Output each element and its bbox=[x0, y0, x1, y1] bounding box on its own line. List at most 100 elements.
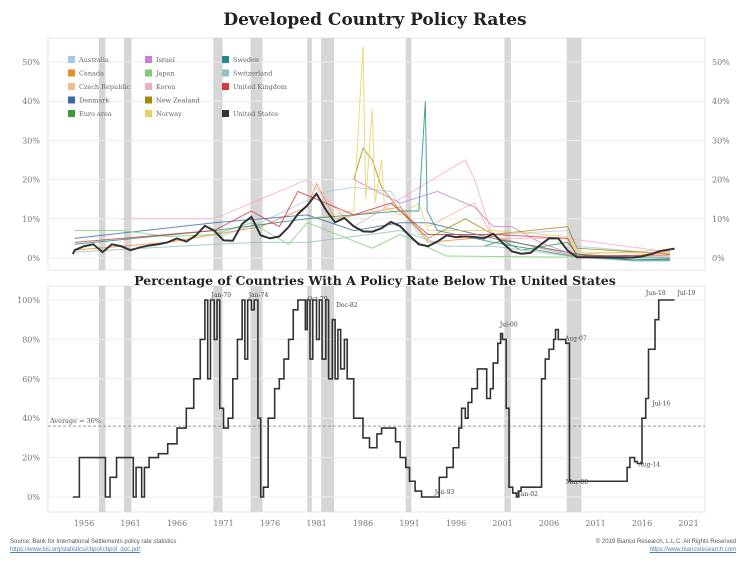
top-y-tick-left: 50% bbox=[22, 58, 40, 67]
annotation-label: Jan-93 bbox=[434, 489, 455, 496]
average-label: Average = 36% bbox=[49, 417, 101, 425]
top-y-tick-left: 0% bbox=[27, 254, 40, 263]
legend-swatch bbox=[222, 69, 229, 77]
legend-swatch bbox=[145, 56, 152, 63]
legend-swatch bbox=[145, 96, 152, 104]
annotation-label: Jan-70 bbox=[211, 292, 232, 299]
legend-swatch bbox=[68, 69, 75, 77]
percent-below-us-line bbox=[72, 299, 675, 498]
recession-bar-bottom bbox=[504, 286, 511, 512]
legend-label: Sweden bbox=[233, 56, 259, 64]
x-tick-label: 2016 bbox=[632, 519, 652, 528]
top-y-tick-right: 40% bbox=[712, 97, 730, 106]
legend-swatch bbox=[68, 83, 75, 90]
x-tick-label: 2021 bbox=[678, 519, 698, 528]
series-line-norway bbox=[307, 46, 670, 254]
bottom-plot-frame bbox=[47, 285, 706, 513]
bottom-chart-title: Percentage of Countries With A Policy Ra… bbox=[134, 273, 616, 288]
bottom-y-tick: 20% bbox=[22, 454, 40, 463]
legend-swatch bbox=[145, 69, 152, 77]
series-line-israel bbox=[353, 179, 670, 258]
bottom-y-tick: 0% bbox=[27, 493, 40, 502]
series-line-czech-republic bbox=[427, 202, 670, 255]
annotation-label: Dec-82 bbox=[336, 302, 358, 309]
top-y-tick-right: 30% bbox=[712, 136, 730, 145]
legend-label: Japan bbox=[155, 70, 175, 78]
legend-label: Norway bbox=[156, 110, 182, 118]
recession-bar-bottom bbox=[321, 286, 335, 512]
legend-label: Canada bbox=[79, 70, 104, 78]
recession-bar-top bbox=[566, 38, 582, 270]
recession-bar-top bbox=[98, 38, 106, 270]
annotation-label: Oct-79 bbox=[307, 296, 328, 303]
x-tick-label: 1956 bbox=[74, 519, 94, 528]
recession-bar-top bbox=[213, 38, 223, 270]
legend-swatch bbox=[68, 96, 75, 104]
x-tick-label: 2001 bbox=[492, 519, 512, 528]
recession-bar-top bbox=[307, 38, 312, 270]
legend-swatch bbox=[68, 56, 75, 63]
legend-label: Euro area bbox=[79, 110, 112, 118]
recession-bar-bottom bbox=[250, 286, 263, 512]
annotation-label: Aug-14 bbox=[637, 461, 660, 468]
recession-bar-bottom bbox=[307, 286, 312, 512]
recession-bar-top bbox=[321, 38, 335, 270]
website-link[interactable]: https://www.biancoresearch.com bbox=[649, 547, 736, 553]
top-y-tick-right: 50% bbox=[712, 58, 730, 67]
copyright-note: © 2019 Bianco Research, L.L.C. All Right… bbox=[596, 538, 736, 554]
x-tick-label: 2006 bbox=[539, 519, 559, 528]
bottom-y-tick: 60% bbox=[22, 375, 40, 384]
x-tick-label: 2011 bbox=[585, 519, 605, 528]
annotation-label: Jul-00 bbox=[499, 322, 518, 329]
legend-label: New Zealand bbox=[156, 97, 200, 105]
top-y-tick-left: 30% bbox=[22, 136, 40, 145]
top-y-tick-left: 10% bbox=[22, 215, 40, 224]
series-line-korea bbox=[121, 159, 670, 253]
bottom-y-tick: 80% bbox=[22, 335, 40, 344]
annotation-label: Mar-08 bbox=[566, 479, 588, 486]
top-chart-title: Developed Country Policy Rates bbox=[223, 10, 527, 30]
recession-bar-bottom bbox=[405, 286, 412, 512]
x-tick-label: 1986 bbox=[353, 519, 373, 528]
annotation-label: Jul-19 bbox=[676, 290, 695, 297]
legend-swatch bbox=[222, 56, 229, 63]
legend-label: Czech Republic bbox=[79, 83, 131, 91]
legend-label: United Kingdom bbox=[233, 83, 287, 91]
recession-bar-bottom bbox=[98, 286, 106, 512]
top-y-tick-right: 20% bbox=[712, 176, 730, 185]
annotation-label: Jan-02 bbox=[517, 491, 538, 498]
legend-label: Denmark bbox=[79, 97, 109, 105]
recession-bar-top bbox=[504, 38, 511, 270]
series-line-canada bbox=[74, 182, 670, 257]
x-tick-label: 1966 bbox=[167, 519, 187, 528]
x-tick-label: 1976 bbox=[260, 519, 280, 528]
bottom-y-tick: 40% bbox=[22, 414, 40, 423]
recession-bar-bottom bbox=[566, 286, 582, 512]
recession-bar-top bbox=[123, 38, 132, 270]
legend-swatch bbox=[145, 110, 152, 117]
x-tick-label: 1981 bbox=[306, 519, 326, 528]
annotation-label: Aug-07 bbox=[564, 335, 587, 342]
recession-bar-top bbox=[405, 38, 412, 270]
source-link[interactable]: https://www.bis.org/statistics/cbpol/cbp… bbox=[10, 547, 141, 553]
x-tick-label: 1991 bbox=[399, 519, 419, 528]
top-y-tick-right: 10% bbox=[712, 215, 730, 224]
legend-swatch bbox=[145, 83, 152, 90]
series-line-united-states bbox=[71, 191, 675, 259]
annotation-label: Jan-74 bbox=[248, 292, 269, 299]
source-text: Source: Bank for International Settlemen… bbox=[10, 539, 177, 545]
annotation-label: Jul-16 bbox=[651, 400, 670, 407]
series-line-switzerland bbox=[74, 230, 670, 262]
top-y-tick-left: 40% bbox=[22, 97, 40, 106]
source-note: Source: Bank for International Settlemen… bbox=[10, 538, 176, 554]
top-plot-frame bbox=[47, 37, 706, 271]
copyright-text: © 2019 Bianco Research, L.L.C. All Right… bbox=[595, 539, 736, 545]
x-tick-label: 1971 bbox=[213, 519, 233, 528]
legend-label: Switzerland bbox=[233, 70, 272, 78]
legend-swatch bbox=[68, 110, 75, 117]
top-y-tick-right: 0% bbox=[712, 254, 725, 263]
legend-label: United States bbox=[233, 110, 278, 118]
legend-label: Korea bbox=[156, 83, 176, 91]
annotation-label: Jun-18 bbox=[645, 290, 666, 297]
